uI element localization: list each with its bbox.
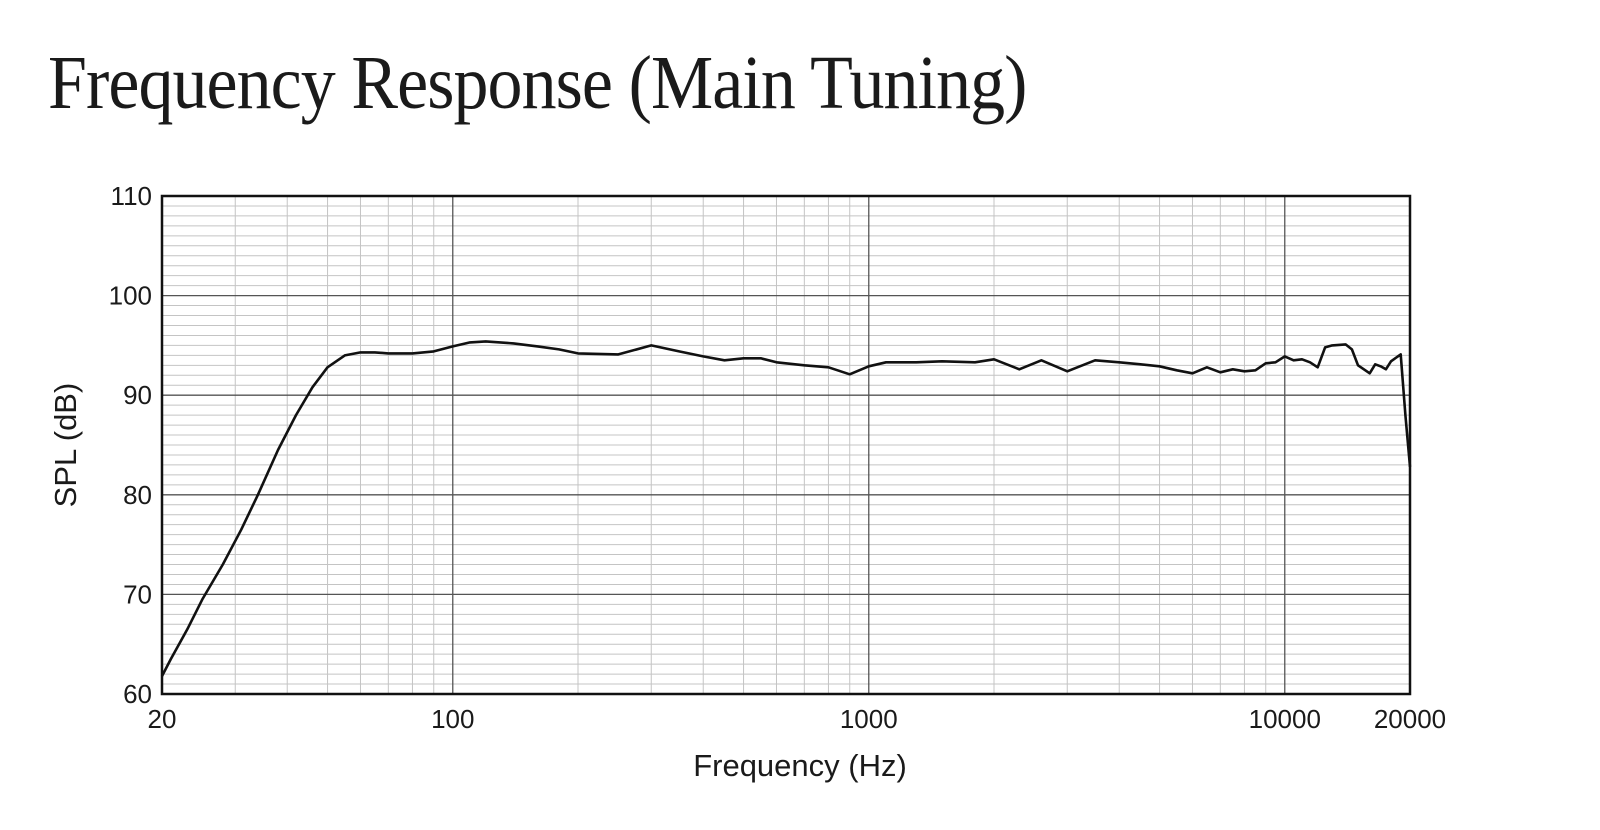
y-tick-label: 60 [123, 679, 152, 709]
x-tick-label: 1000 [840, 704, 898, 734]
y-tick-label: 100 [109, 281, 152, 311]
x-axis-ticks: 20 100 1000 10000 20000 [148, 704, 1447, 734]
y-tick-label: 70 [123, 579, 152, 609]
plot-frame [160, 194, 1412, 696]
y-tick-label: 90 [123, 380, 152, 410]
y-tick-label: 80 [123, 480, 152, 510]
series-line [160, 340, 1412, 677]
y-tick-label: 110 [111, 181, 152, 211]
x-tick-label: 100 [431, 704, 474, 734]
x-axis-label: Frequency (Hz) [693, 748, 907, 783]
y-axis-label: SPL (dB) [48, 383, 83, 508]
minor-grid [162, 196, 1410, 694]
x-tick-label: 20000 [1374, 704, 1446, 734]
chart-title: Frequency Response (Main Tuning) [48, 41, 1027, 125]
y-axis-ticks: 60 70 80 90 100 110 [109, 181, 152, 709]
x-tick-label: 20 [148, 704, 177, 734]
major-grid [162, 196, 1410, 694]
x-tick-label: 10000 [1249, 704, 1321, 734]
